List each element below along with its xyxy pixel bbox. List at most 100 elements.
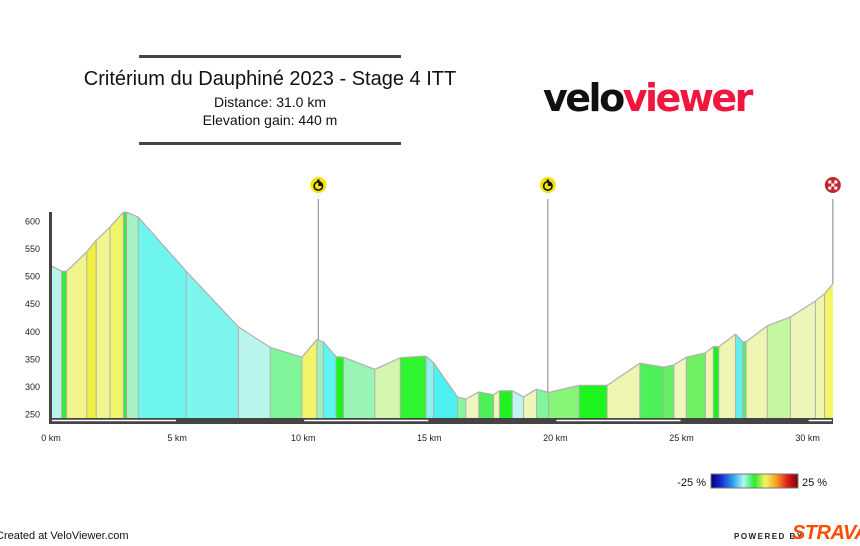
stopwatch-face [542, 181, 553, 192]
x-tick-label: 10 km [291, 433, 316, 443]
y-tick-label: 600 [25, 217, 40, 227]
profile-segment [607, 363, 640, 418]
y-tick-label: 250 [25, 410, 40, 420]
stopwatch-hand [318, 182, 322, 186]
profile-segment [579, 385, 608, 418]
profile-segment [705, 346, 714, 418]
title-rule-bottom [139, 142, 401, 145]
profile-segment [735, 334, 743, 418]
profile-segment [323, 341, 336, 418]
strava-logo: STRAVA [792, 522, 860, 544]
logo-part-viewer: viewer [622, 76, 754, 120]
profile-segment [523, 389, 537, 418]
profile-outline [686, 352, 706, 358]
logo-part-velo: velo [543, 76, 625, 120]
profile-outline [718, 333, 736, 348]
profile-outline [50, 265, 62, 272]
profile-segment [493, 390, 500, 418]
legend-min-label: -25 % [677, 477, 706, 489]
profile-outline [705, 346, 714, 354]
powered-by-text: POWERED BY [734, 532, 804, 541]
profile-segment [110, 212, 124, 418]
y-tick-label: 300 [25, 382, 40, 392]
profile-outline [511, 390, 524, 398]
profile-segment [238, 326, 271, 418]
profile-segment [536, 389, 549, 418]
profile-outline [95, 226, 111, 241]
stopwatch-hand [547, 182, 552, 186]
profile-outline [478, 391, 494, 396]
profile-outline [767, 316, 791, 327]
profile-segment [51, 265, 62, 418]
profile-outline [269, 346, 303, 358]
profile-outline [109, 211, 124, 228]
profile-outline [335, 356, 344, 358]
profile-segment [548, 385, 580, 418]
y-tick-label: 500 [25, 272, 40, 282]
profile-outline [548, 384, 580, 394]
profile-segment [316, 339, 324, 418]
profile-outline [126, 211, 139, 218]
profile-segment [718, 334, 736, 418]
profile-outline [86, 239, 97, 253]
profile-outline [465, 391, 480, 400]
y-axis [49, 212, 52, 420]
x-tick-label: 15 km [417, 433, 442, 443]
profile-outline [400, 355, 427, 359]
profile-outline [137, 216, 187, 272]
profile-outline [523, 388, 537, 398]
profile-outline [343, 356, 376, 370]
profile-segment [767, 316, 791, 418]
profile-segment [815, 293, 825, 418]
profile-outline [185, 270, 239, 328]
profile-segment [512, 390, 524, 418]
y-tick-label: 350 [25, 354, 40, 364]
gradient-legend-bar [710, 473, 799, 489]
profile-outline [493, 390, 500, 396]
profile-segment [126, 212, 139, 418]
stage-title: Critérium du Dauphiné 2023 - Stage 4 ITT [83, 68, 457, 90]
profile-segment [457, 396, 466, 418]
profile-outline [536, 388, 549, 394]
profile-segment [138, 217, 187, 418]
stopwatch-icon [539, 177, 556, 193]
elevation-gain-text: Elevation gain: 440 m [202, 112, 338, 128]
stopwatch-icon [310, 177, 327, 193]
stopwatch-face [313, 181, 324, 192]
x-tick-label: 30 km [795, 433, 820, 443]
profile-segment [400, 356, 427, 418]
y-tick-label: 550 [25, 244, 40, 254]
checker-square [828, 186, 832, 190]
profile-outline [663, 364, 675, 368]
profile-segment [86, 240, 97, 418]
profile-segment [742, 341, 747, 418]
profile-segment [499, 390, 513, 418]
profile-segment [123, 212, 127, 418]
profile-segment [61, 271, 67, 418]
profile-outline [673, 356, 687, 366]
profile-outline [606, 362, 641, 386]
distance-text: Distance: 31.0 km [213, 94, 327, 110]
profile-outline [815, 293, 825, 302]
stopwatch-crown [317, 179, 320, 182]
profile-outline [735, 333, 744, 343]
profile-outline [66, 251, 88, 272]
profile-outline [639, 362, 664, 368]
profile-segment [433, 362, 458, 418]
profile-segment [66, 251, 87, 418]
profile-segment [465, 391, 479, 418]
profile-outline [374, 357, 401, 370]
profile-segment [335, 356, 344, 418]
profile-outline [238, 326, 271, 348]
title-rule-top [139, 55, 401, 58]
y-tick-label: 400 [25, 327, 40, 337]
profile-segment [639, 363, 664, 418]
x-tick-label: 0 km [41, 433, 61, 443]
veloviewer-logo: veloviewer [543, 76, 754, 120]
legend-max-label: 25 % [802, 477, 827, 489]
profile-segment [374, 357, 401, 418]
stopwatch-crown [546, 179, 550, 182]
profile-outline [425, 355, 434, 364]
profile-segment [343, 357, 375, 418]
